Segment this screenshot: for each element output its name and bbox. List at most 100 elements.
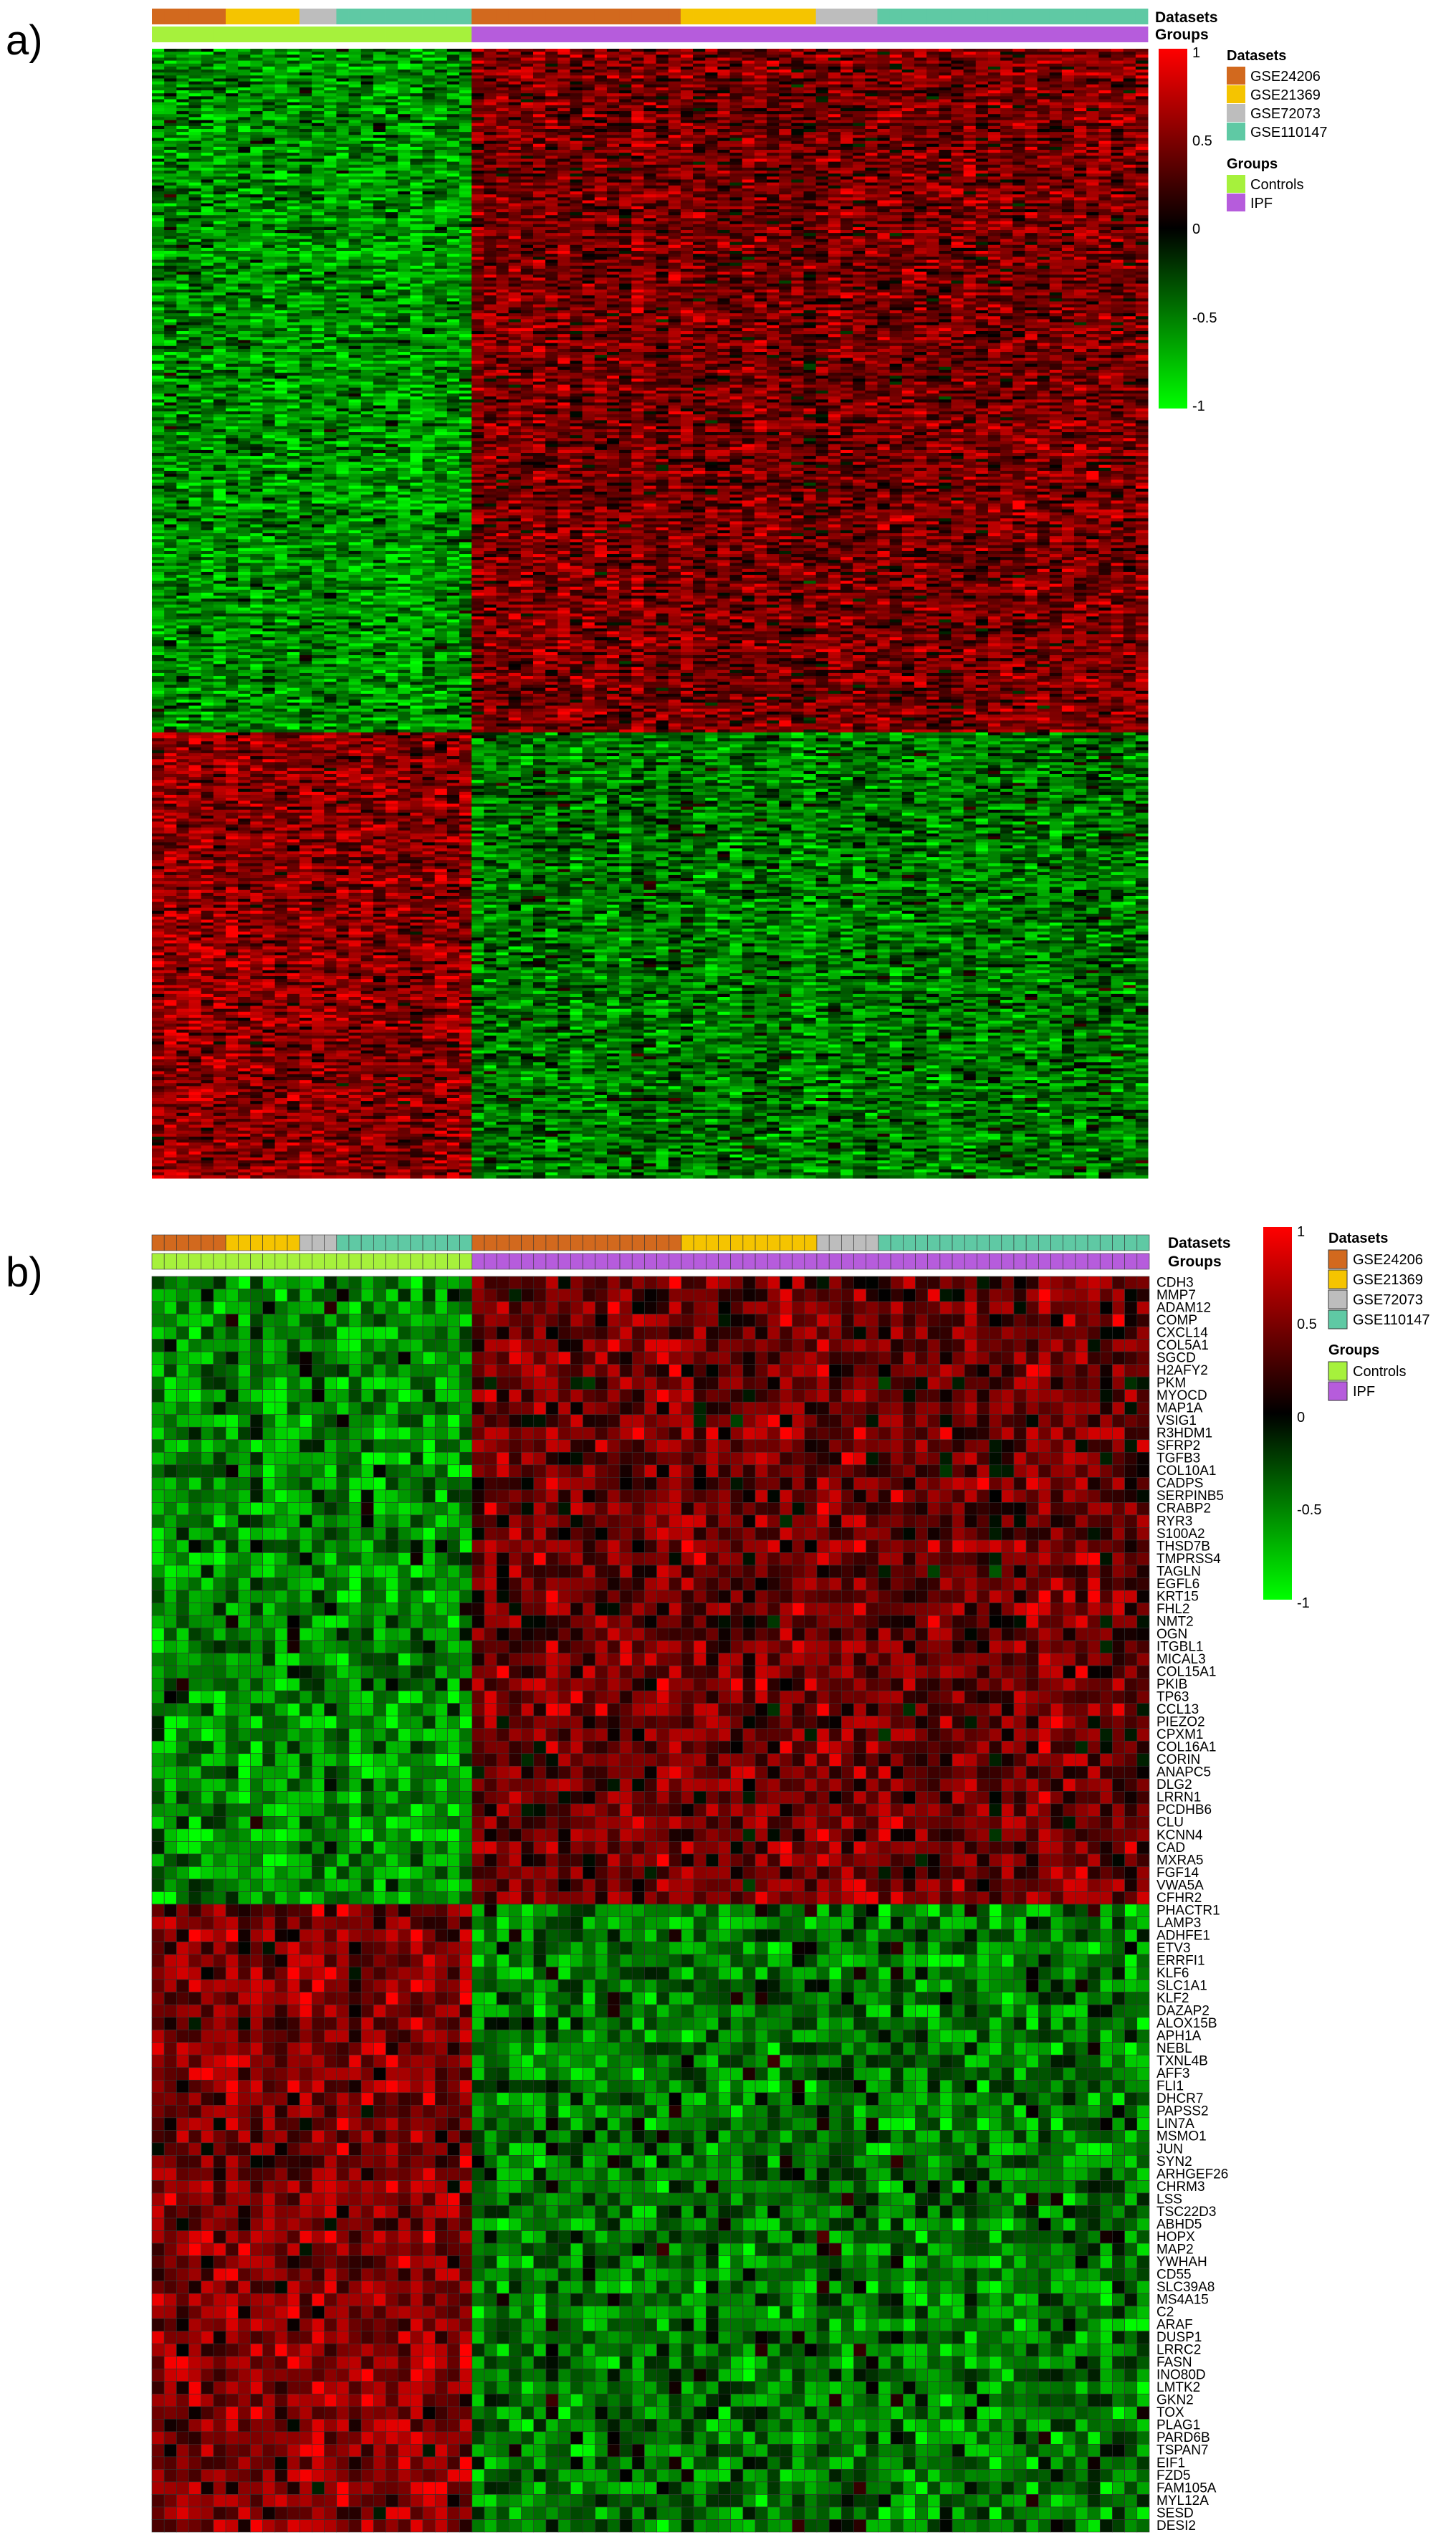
heatmap-cell xyxy=(681,54,694,58)
heatmap-cell xyxy=(361,144,374,148)
heatmap-cell xyxy=(557,49,570,52)
dataset-cell xyxy=(631,9,644,24)
heatmap-cell xyxy=(557,120,570,124)
heatmap-cell xyxy=(926,144,939,148)
heatmap-cell xyxy=(693,96,706,100)
heatmap-cell xyxy=(865,150,878,153)
heatmap-cell xyxy=(385,129,398,133)
heatmap-cell xyxy=(681,111,694,115)
heatmap-cell xyxy=(693,100,706,103)
heatmap-cell xyxy=(435,75,448,79)
heatmap-cell xyxy=(361,57,374,61)
heatmap-cell xyxy=(1000,87,1013,91)
heatmap-cell xyxy=(631,144,644,148)
heatmap-cell xyxy=(681,108,694,112)
heatmap-cell xyxy=(607,138,620,141)
heatmap-cell xyxy=(669,61,681,65)
heatmap-cell xyxy=(1111,120,1124,124)
heatmap-cell xyxy=(656,138,669,141)
heatmap-cell xyxy=(583,64,595,67)
heatmap-cell xyxy=(361,85,374,88)
heatmap-cell xyxy=(926,114,939,118)
heatmap-cell xyxy=(840,64,853,67)
heatmap-cell xyxy=(570,54,583,58)
dataset-cell xyxy=(779,9,792,24)
heatmap-cell xyxy=(1098,57,1111,61)
heatmap-cell xyxy=(840,82,853,85)
heatmap-cell xyxy=(385,135,398,138)
heatmap-cell xyxy=(779,102,792,106)
heatmap-cell xyxy=(262,105,275,109)
heatmap-cell xyxy=(1111,141,1124,145)
heatmap-cell xyxy=(1098,150,1111,153)
dataset-cell xyxy=(201,9,214,24)
heatmap-cell xyxy=(496,82,509,85)
heatmap-cell xyxy=(1111,87,1124,91)
heatmap-cell xyxy=(509,54,522,58)
heatmap-cell xyxy=(521,105,534,109)
heatmap-cell xyxy=(1025,75,1038,79)
heatmap-cell xyxy=(631,82,644,85)
heatmap-cell xyxy=(336,120,349,124)
group-cell xyxy=(361,27,374,42)
heatmap-cell xyxy=(312,150,325,153)
heatmap-cell xyxy=(877,120,890,124)
heatmap-cell xyxy=(643,123,656,127)
heatmap-cell xyxy=(164,150,177,153)
heatmap-cell xyxy=(275,64,288,67)
heatmap-cell xyxy=(583,126,595,130)
heatmap-cell xyxy=(262,61,275,65)
heatmap-cell xyxy=(164,114,177,118)
heatmap-cell xyxy=(423,93,436,97)
heatmap-cell xyxy=(521,150,534,153)
heatmap-cell xyxy=(717,114,730,118)
heatmap-cell xyxy=(816,141,829,145)
heatmap-cell xyxy=(1124,61,1136,65)
heatmap-cell xyxy=(619,105,632,109)
heatmap-cell xyxy=(398,78,411,82)
heatmap-cell xyxy=(643,132,656,135)
heatmap-cell xyxy=(361,90,374,94)
heatmap-cell xyxy=(324,111,337,115)
heatmap-cell xyxy=(557,126,570,130)
heatmap-cell xyxy=(828,100,841,103)
heatmap-cell xyxy=(964,49,977,52)
heatmap-cell xyxy=(349,123,362,127)
heatmap-cell xyxy=(1098,120,1111,124)
heatmap-cell xyxy=(164,75,177,79)
heatmap-cell xyxy=(976,70,989,73)
heatmap-cell xyxy=(423,114,436,118)
heatmap-cell xyxy=(312,138,325,141)
heatmap-cell xyxy=(853,49,866,52)
heatmap-cell xyxy=(447,135,460,138)
heatmap-cell xyxy=(509,150,522,153)
heatmap-cell xyxy=(926,57,939,61)
heatmap-cell xyxy=(939,61,952,65)
heatmap-cell xyxy=(1124,111,1136,115)
heatmap-cell xyxy=(410,82,423,85)
heatmap-cell xyxy=(656,49,669,52)
heatmap-cell xyxy=(755,67,767,70)
heatmap-cell xyxy=(410,87,423,91)
heatmap-cell xyxy=(226,87,239,91)
heatmap-cell xyxy=(1111,102,1124,106)
heatmap-cell xyxy=(398,90,411,94)
heatmap-cell xyxy=(188,102,201,106)
heatmap-cell xyxy=(1050,64,1063,67)
heatmap-cell xyxy=(1025,61,1038,65)
heatmap-cell xyxy=(619,144,632,148)
heatmap-cell xyxy=(459,100,472,103)
heatmap-cell xyxy=(373,61,386,65)
heatmap-cell xyxy=(730,117,743,120)
heatmap-cell xyxy=(976,129,989,133)
heatmap-cell xyxy=(336,144,349,148)
heatmap-cell xyxy=(583,52,595,55)
heatmap-cell xyxy=(853,52,866,55)
group-cell xyxy=(1086,27,1099,42)
heatmap-cell xyxy=(1098,52,1111,55)
heatmap-cell xyxy=(570,61,583,65)
heatmap-cell xyxy=(643,102,656,106)
heatmap-cell xyxy=(324,72,337,76)
heatmap-cell xyxy=(1038,75,1050,79)
heatmap-cell xyxy=(779,52,792,55)
